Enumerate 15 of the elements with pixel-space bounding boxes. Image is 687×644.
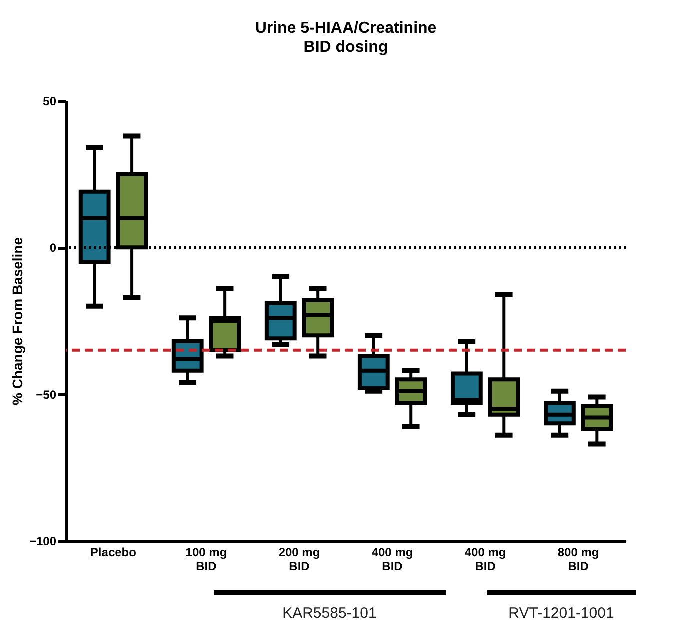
y-tick-label: 50 [43,94,57,108]
text: RVT-1201-1001 [508,605,616,622]
x-tick-label: 200 mg BID [278,546,320,574]
x-tick-label: 400 mg BID [464,546,506,574]
text: KAR5585-101 [282,605,378,622]
y-tick-label: 0 [50,241,57,256]
chart-subtitle: BID dosing [304,39,388,56]
x-tick-label: 800 mg BID [558,546,600,574]
x-tick-label: 100 mg BID [186,546,228,574]
x-tick-label: Placebo [90,546,136,560]
y-axis-title: % Change From Baseline [9,237,26,406]
chart-title: Urine 5-HIAA/Creatinine [255,20,437,37]
y-tick-label: −50 [36,388,57,402]
y-tick-label: −100 [29,534,57,548]
x-tick-label: 400 mg BID [372,546,414,574]
